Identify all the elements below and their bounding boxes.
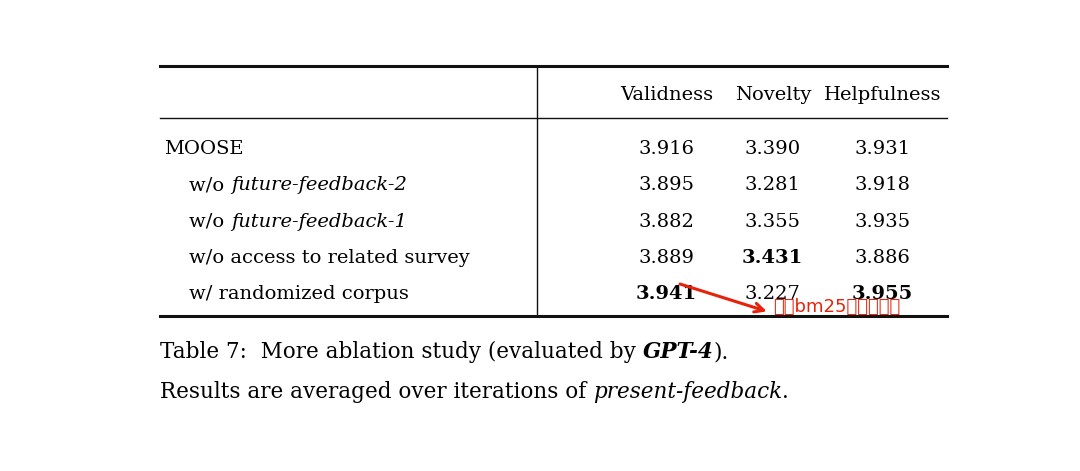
Text: 3.431: 3.431 <box>742 249 804 267</box>
Text: GPT-4: GPT-4 <box>643 341 714 363</box>
Text: Helpfulness: Helpfulness <box>824 86 941 104</box>
Text: 3.227: 3.227 <box>745 285 800 303</box>
Text: 可能bm25效果比较差: 可能bm25效果比较差 <box>773 299 900 317</box>
Text: 3.895: 3.895 <box>638 176 694 194</box>
Text: 3.882: 3.882 <box>638 212 694 230</box>
Text: Results are averaged over iterations of: Results are averaged over iterations of <box>160 381 593 403</box>
Text: future-feedback-1: future-feedback-1 <box>231 212 407 230</box>
Text: 3.355: 3.355 <box>745 212 800 230</box>
Text: 3.955: 3.955 <box>852 285 913 303</box>
Text: 3.935: 3.935 <box>854 212 910 230</box>
Text: .: . <box>782 381 789 403</box>
Text: 3.918: 3.918 <box>854 176 910 194</box>
Text: w/o: w/o <box>189 212 231 230</box>
Text: Novelty: Novelty <box>734 86 811 104</box>
Text: 3.281: 3.281 <box>745 176 800 194</box>
Text: MOOSE: MOOSE <box>164 140 244 158</box>
Text: Validness: Validness <box>620 86 713 104</box>
Text: w/o: w/o <box>189 176 231 194</box>
Text: 3.886: 3.886 <box>854 249 910 267</box>
Text: 3.941: 3.941 <box>636 285 697 303</box>
Text: ).: ). <box>714 341 729 363</box>
Text: w/o access to related survey: w/o access to related survey <box>189 249 470 267</box>
Text: w/ randomized corpus: w/ randomized corpus <box>189 285 409 303</box>
Text: Table 7:  More ablation study (evaluated by: Table 7: More ablation study (evaluated … <box>160 341 643 363</box>
Text: 3.889: 3.889 <box>638 249 694 267</box>
Text: 3.916: 3.916 <box>638 140 694 158</box>
Text: present-feedback: present-feedback <box>593 381 782 403</box>
Text: 3.931: 3.931 <box>854 140 910 158</box>
Text: future-feedback-2: future-feedback-2 <box>231 176 407 194</box>
Text: 3.390: 3.390 <box>745 140 801 158</box>
